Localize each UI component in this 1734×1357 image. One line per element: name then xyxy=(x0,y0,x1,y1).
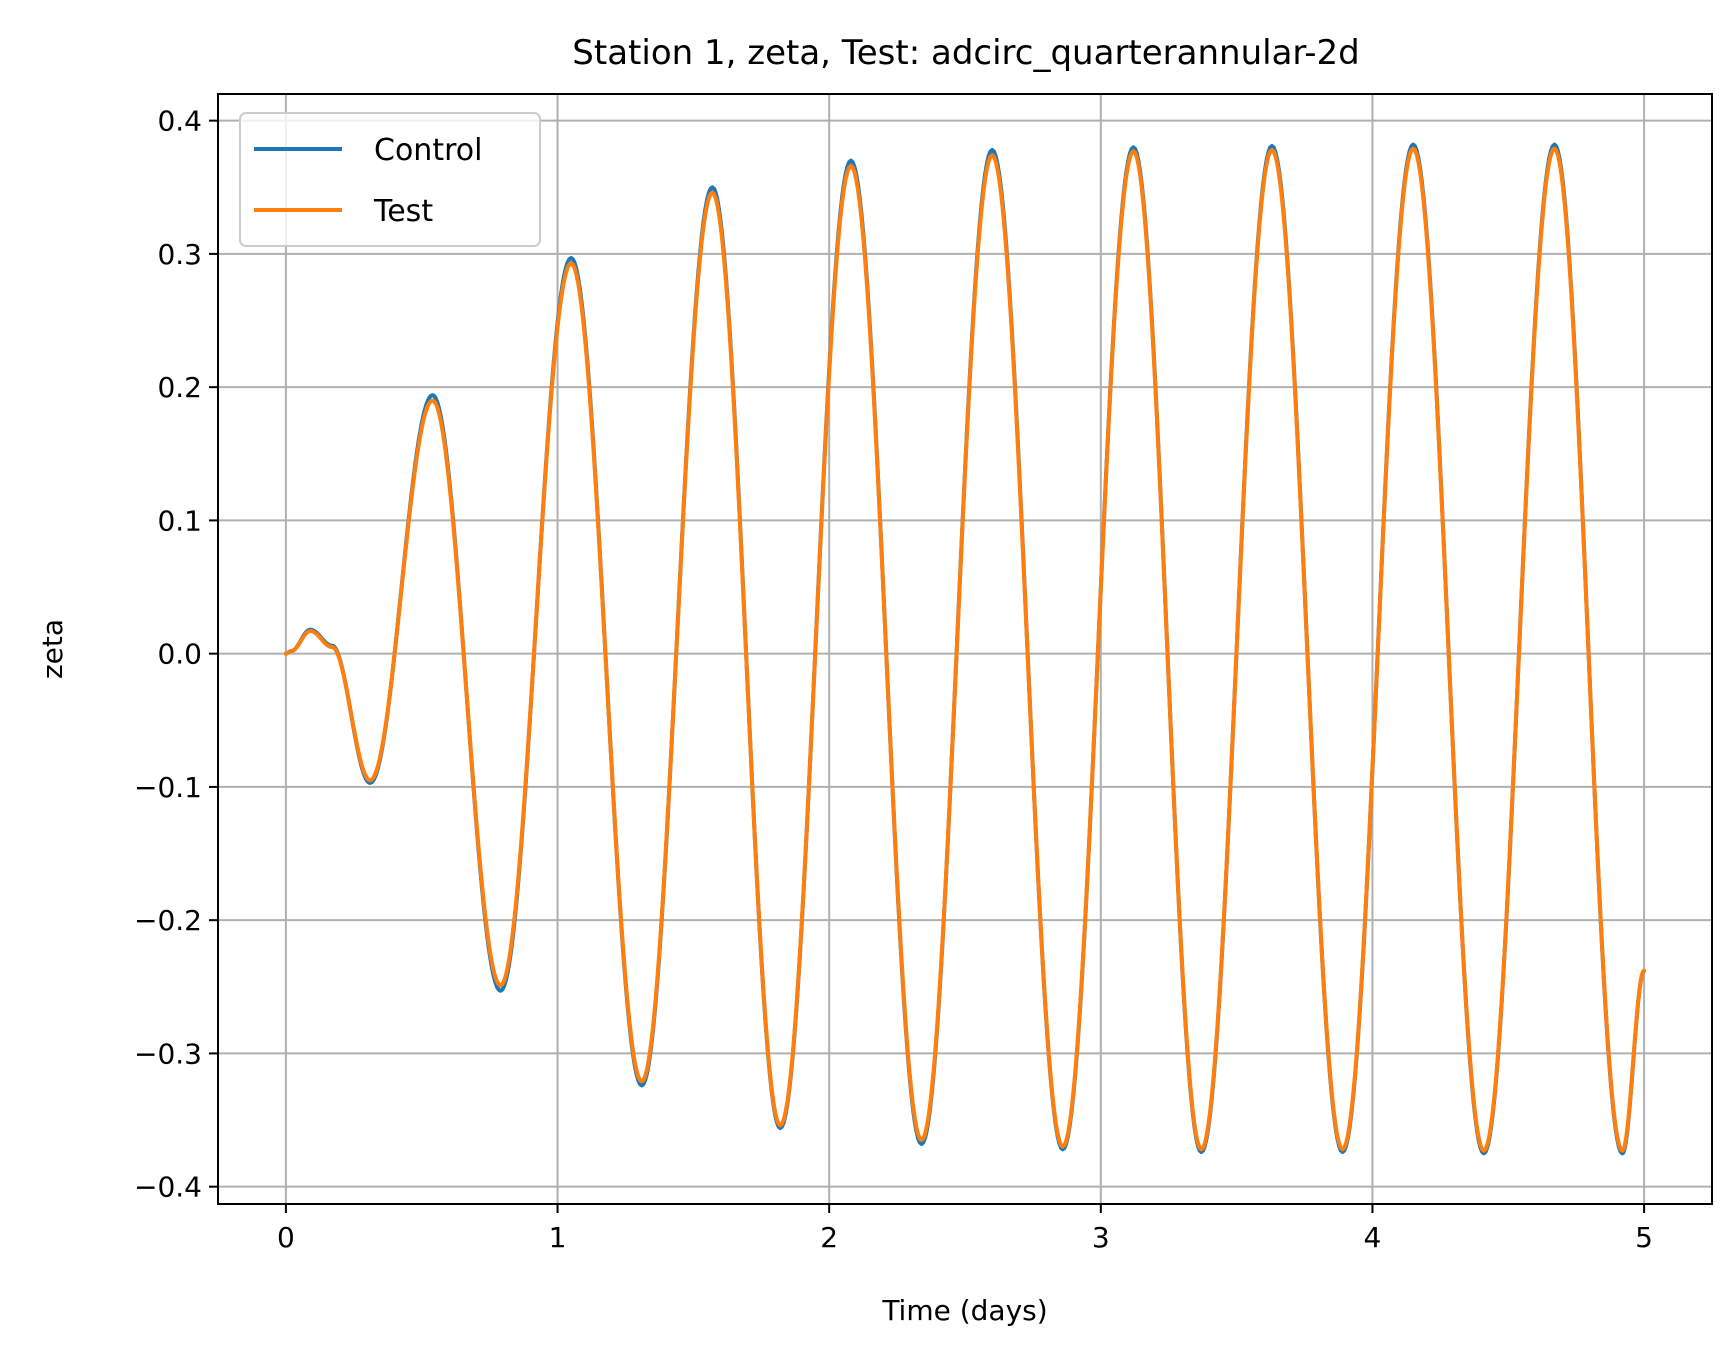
y-tick-label: −0.4 xyxy=(134,1171,202,1204)
chart-title: Station 1, zeta, Test: adcirc_quarterann… xyxy=(572,33,1359,73)
y-tick-label: 0.3 xyxy=(157,238,202,271)
legend-label-control: Control xyxy=(374,133,482,168)
x-axis-label: Time (days) xyxy=(881,1294,1047,1327)
x-tick-label: 1 xyxy=(549,1221,567,1254)
x-tick-label: 0 xyxy=(277,1221,295,1254)
y-tick-label: −0.1 xyxy=(134,771,202,804)
y-tick-label: 0.1 xyxy=(157,504,202,537)
series-lines xyxy=(283,142,1647,1156)
y-tick-label: 0.0 xyxy=(157,638,202,671)
series-line-test xyxy=(283,146,1647,1153)
y-tick-label: −0.2 xyxy=(134,904,202,937)
grid-lines xyxy=(218,94,1712,1204)
x-tick-label: 4 xyxy=(1364,1221,1382,1254)
legend-box xyxy=(239,112,541,247)
legend: Control Test xyxy=(239,112,541,247)
x-tick-label: 2 xyxy=(820,1221,838,1254)
axis-ticks: 0 1 2 3 4 5 −0.4 −0.3 −0.2 −0.1 0.0 0.1 0.2 0.3 0.4 xyxy=(134,105,1653,1254)
plot-frame xyxy=(217,93,1713,1205)
legend-label-test: Test xyxy=(373,194,433,229)
x-tick-label: 5 xyxy=(1635,1221,1653,1254)
y-tick-label: 0.2 xyxy=(157,371,202,404)
y-tick-label: 0.4 xyxy=(157,105,202,138)
series-line-control xyxy=(283,142,1647,1156)
y-tick-label: −0.3 xyxy=(134,1037,202,1070)
y-axis-label: zeta xyxy=(36,619,69,679)
x-tick-label: 3 xyxy=(1092,1221,1110,1254)
